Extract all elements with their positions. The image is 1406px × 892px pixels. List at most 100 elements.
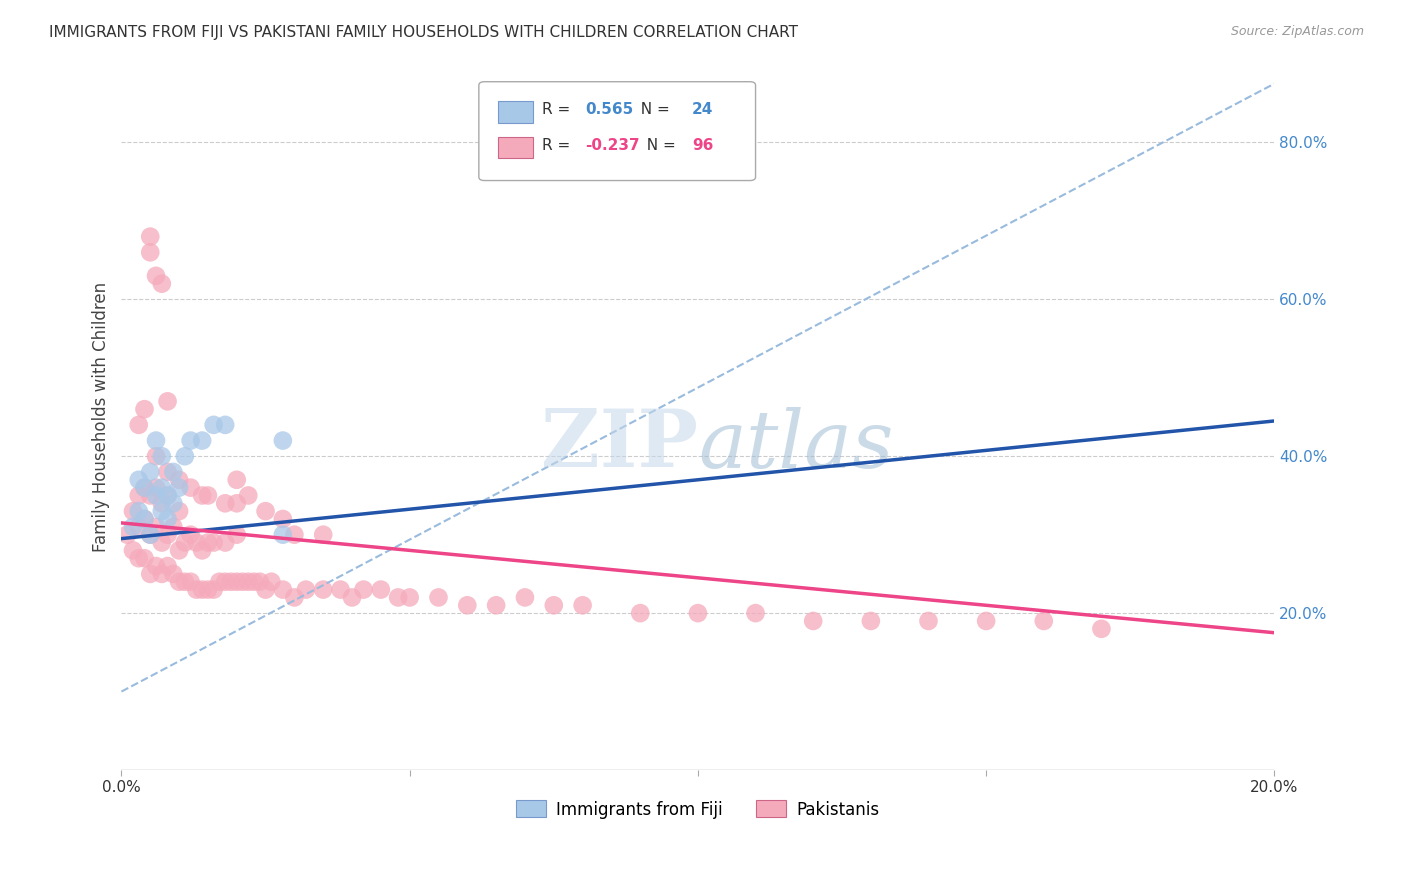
- FancyBboxPatch shape: [499, 136, 533, 158]
- Point: [173, 574, 195, 589]
- Point: [128, 488, 150, 502]
- Text: N =: N =: [637, 137, 681, 153]
- Point: [173, 535, 195, 549]
- Point: [180, 574, 202, 589]
- Point: [398, 591, 420, 605]
- Text: 0.565: 0.565: [585, 103, 633, 118]
- Point: [139, 465, 162, 479]
- Text: -0.237: -0.237: [585, 137, 640, 153]
- Point: [156, 488, 179, 502]
- Point: [167, 473, 190, 487]
- Point: [208, 574, 231, 589]
- Point: [254, 504, 277, 518]
- Point: [150, 449, 173, 463]
- Point: [543, 599, 565, 613]
- Point: [139, 229, 162, 244]
- Point: [139, 527, 162, 541]
- Point: [134, 512, 156, 526]
- Point: [191, 543, 214, 558]
- Text: R =: R =: [543, 137, 575, 153]
- Point: [139, 488, 162, 502]
- Point: [1090, 622, 1112, 636]
- Point: [353, 582, 375, 597]
- Point: [238, 488, 260, 502]
- Point: [485, 599, 508, 613]
- Point: [167, 574, 190, 589]
- Point: [150, 481, 173, 495]
- Point: [128, 417, 150, 432]
- Point: [219, 574, 242, 589]
- Point: [283, 591, 305, 605]
- Point: [329, 582, 352, 597]
- Point: [295, 582, 318, 597]
- Point: [180, 481, 202, 495]
- Point: [162, 496, 184, 510]
- Point: [271, 527, 294, 541]
- Point: [254, 582, 277, 597]
- Point: [186, 582, 208, 597]
- Point: [150, 535, 173, 549]
- Text: Source: ZipAtlas.com: Source: ZipAtlas.com: [1230, 25, 1364, 38]
- Point: [134, 481, 156, 495]
- Point: [145, 520, 167, 534]
- Point: [283, 527, 305, 541]
- Point: [214, 417, 236, 432]
- Point: [214, 496, 236, 510]
- Legend: Immigrants from Fiji, Pakistanis: Immigrants from Fiji, Pakistanis: [510, 794, 886, 825]
- Point: [686, 606, 709, 620]
- Point: [387, 591, 409, 605]
- Point: [145, 268, 167, 283]
- Point: [225, 473, 247, 487]
- Point: [128, 473, 150, 487]
- Point: [150, 566, 173, 581]
- Point: [186, 535, 208, 549]
- Point: [180, 434, 202, 448]
- Text: IMMIGRANTS FROM FIJI VS PAKISTANI FAMILY HOUSEHOLDS WITH CHILDREN CORRELATION CH: IMMIGRANTS FROM FIJI VS PAKISTANI FAMILY…: [49, 25, 799, 40]
- Point: [801, 614, 824, 628]
- Point: [145, 559, 167, 574]
- Point: [225, 496, 247, 510]
- Point: [156, 465, 179, 479]
- Text: R =: R =: [543, 103, 575, 118]
- Text: ZIP: ZIP: [541, 406, 697, 484]
- Point: [225, 527, 247, 541]
- Text: N =: N =: [631, 103, 675, 118]
- Point: [162, 465, 184, 479]
- Text: atlas: atlas: [697, 407, 893, 484]
- Point: [427, 591, 450, 605]
- FancyBboxPatch shape: [479, 82, 755, 180]
- Point: [167, 543, 190, 558]
- Point: [340, 591, 363, 605]
- FancyBboxPatch shape: [499, 102, 533, 123]
- Point: [260, 574, 283, 589]
- Point: [156, 488, 179, 502]
- Text: 24: 24: [692, 103, 713, 118]
- Point: [214, 574, 236, 589]
- Point: [150, 277, 173, 291]
- Point: [456, 599, 478, 613]
- Point: [134, 402, 156, 417]
- Point: [197, 535, 219, 549]
- Point: [180, 527, 202, 541]
- Point: [122, 543, 145, 558]
- Point: [167, 481, 190, 495]
- Point: [202, 535, 225, 549]
- Point: [197, 488, 219, 502]
- Point: [191, 582, 214, 597]
- Point: [115, 527, 138, 541]
- Point: [231, 574, 253, 589]
- Point: [249, 574, 271, 589]
- Point: [238, 574, 260, 589]
- Point: [134, 551, 156, 566]
- Point: [122, 520, 145, 534]
- Point: [744, 606, 766, 620]
- Point: [202, 582, 225, 597]
- Point: [628, 606, 651, 620]
- Point: [134, 481, 156, 495]
- Y-axis label: Family Households with Children: Family Households with Children: [93, 282, 110, 552]
- Point: [191, 434, 214, 448]
- Point: [974, 614, 997, 628]
- Point: [128, 551, 150, 566]
- Point: [162, 520, 184, 534]
- Point: [145, 488, 167, 502]
